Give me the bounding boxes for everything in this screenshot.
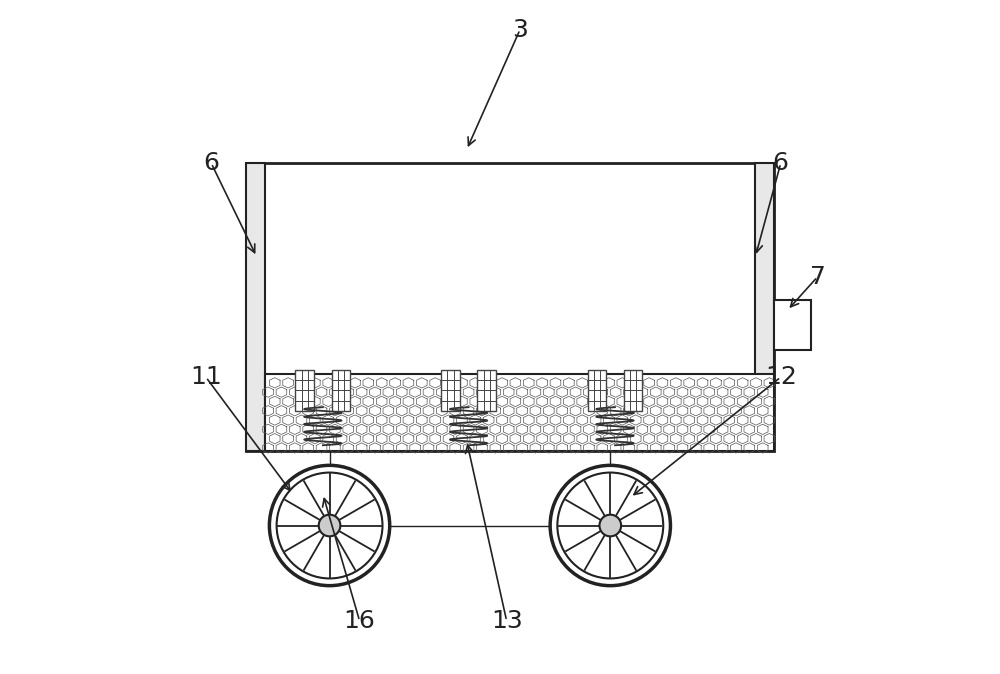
- Circle shape: [550, 465, 670, 586]
- Bar: [477, 371, 496, 410]
- Circle shape: [269, 465, 390, 586]
- Circle shape: [277, 472, 382, 578]
- Text: 11: 11: [190, 365, 222, 389]
- Text: 12: 12: [765, 365, 797, 389]
- Text: 13: 13: [491, 609, 523, 633]
- Bar: [588, 371, 606, 410]
- Bar: [624, 371, 642, 410]
- Bar: [332, 371, 350, 410]
- Bar: [755, 163, 774, 451]
- Bar: [246, 163, 265, 451]
- Text: 16: 16: [344, 609, 376, 633]
- Text: 6: 6: [773, 151, 789, 175]
- Text: 7: 7: [810, 265, 825, 289]
- Bar: [441, 371, 460, 410]
- Bar: [295, 371, 314, 410]
- Circle shape: [557, 472, 663, 578]
- Bar: [265, 374, 774, 451]
- Circle shape: [599, 515, 621, 537]
- Circle shape: [319, 515, 340, 537]
- Text: 3: 3: [512, 18, 528, 42]
- Bar: [774, 300, 811, 350]
- Text: 6: 6: [203, 151, 219, 175]
- Bar: [246, 163, 774, 451]
